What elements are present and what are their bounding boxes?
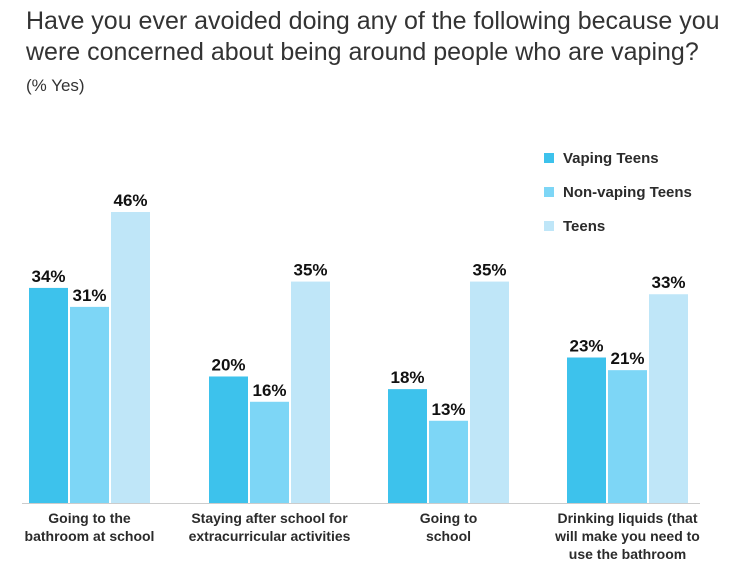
value-label: 35% (472, 261, 506, 280)
category-label: extracurricular activities (189, 528, 351, 544)
value-label: 35% (293, 261, 327, 280)
category-label: Staying after school for (191, 510, 348, 526)
legend-swatch (544, 221, 554, 231)
value-label: 18% (390, 368, 424, 387)
bar (209, 376, 248, 503)
chart-title: Have you ever avoided doing any of the f… (26, 6, 726, 101)
legend-label: Non-vaping Teens (563, 184, 692, 201)
category-label: bathroom at school (25, 528, 155, 544)
bar (388, 389, 427, 503)
bar (70, 306, 109, 503)
category-label: use the bathroom (569, 546, 686, 562)
bar (111, 212, 150, 503)
legend-swatch (544, 153, 554, 163)
value-label: 46% (113, 191, 147, 210)
value-label: 21% (610, 349, 644, 368)
legend-swatch (544, 187, 554, 197)
bar (567, 357, 606, 503)
value-label: 34% (31, 267, 65, 286)
bars (29, 212, 688, 503)
value-label: 23% (569, 337, 603, 356)
chart-title-suffix: (% Yes) (26, 76, 85, 95)
category-label: Going to the (48, 510, 131, 526)
value-label: 16% (252, 381, 286, 400)
category-label: school (426, 528, 471, 544)
value-label: 33% (651, 273, 685, 292)
bar (291, 281, 330, 503)
value-label: 13% (431, 400, 465, 419)
value-labels: 34% 31% 46% 20% 16% 35% 18% 13% 35% 23% 21% 33% (31, 191, 685, 419)
bar (29, 287, 68, 503)
legend-label: Vaping Teens (563, 150, 659, 167)
bar (470, 281, 509, 503)
bar (608, 370, 647, 503)
bar (649, 294, 688, 503)
chart-title-main: Have you ever avoided doing any of the f… (26, 7, 720, 66)
category-label: Drinking liquids (that (558, 510, 698, 526)
value-label: 31% (72, 286, 106, 305)
legend: Vaping Teens Non-vaping Teens Teens (544, 150, 692, 235)
legend-label: Teens (563, 218, 605, 235)
category-label: will make you need to (554, 528, 700, 544)
value-label: 20% (211, 355, 245, 374)
bar (429, 420, 468, 503)
category-label: Going to (420, 510, 478, 526)
bar (250, 401, 289, 503)
category-labels: Going to the bathroom at school Staying af… (25, 510, 700, 562)
